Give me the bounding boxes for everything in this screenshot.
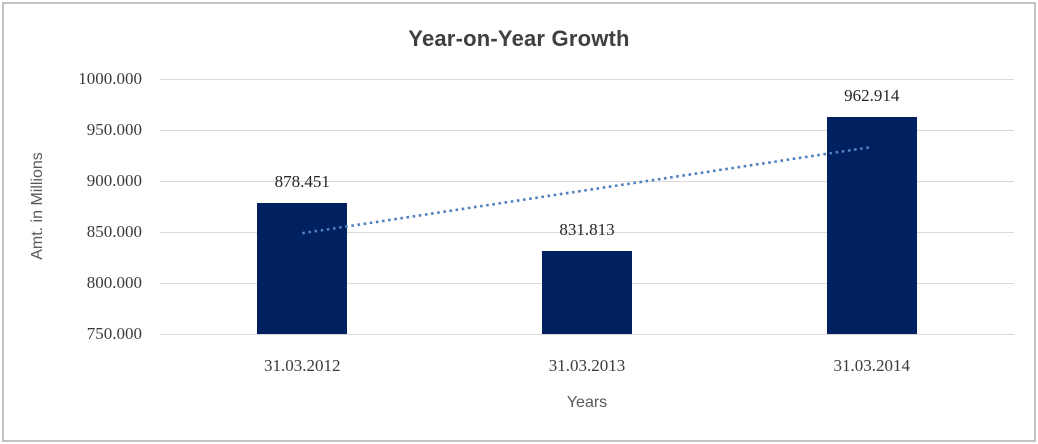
x-tick-label: 31.03.2013	[548, 356, 626, 375]
gridline	[160, 334, 1014, 335]
gridline	[160, 181, 1014, 182]
bar	[826, 116, 917, 334]
y-tick-label: 750.000	[86, 324, 142, 343]
y-tick-label: 850.000	[86, 222, 142, 241]
bar	[542, 250, 632, 334]
x-axis-title: Years	[566, 394, 608, 411]
y-tick-label: 1000.000	[78, 69, 142, 88]
bar-value-label: 831.813	[559, 219, 615, 239]
trendline	[302, 145, 872, 235]
gridline	[160, 79, 1014, 80]
y-axis-title: Amt. in Millions	[29, 152, 46, 260]
bar-value-label: 962.914	[844, 85, 900, 105]
bar-value-label: 878.451	[274, 172, 330, 191]
gridline	[160, 130, 1014, 131]
y-tick-label: 900.000	[86, 171, 142, 190]
gridline	[160, 232, 1014, 233]
y-tick-label: 950.000	[86, 120, 142, 139]
y-tick-label: 800.000	[86, 273, 142, 292]
x-tick-label: 31.03.2014	[833, 356, 910, 375]
bar	[257, 203, 348, 334]
x-tick-label: 31.03.2012	[264, 356, 341, 375]
chart-title: Year-on-Year Growth	[408, 26, 630, 51]
